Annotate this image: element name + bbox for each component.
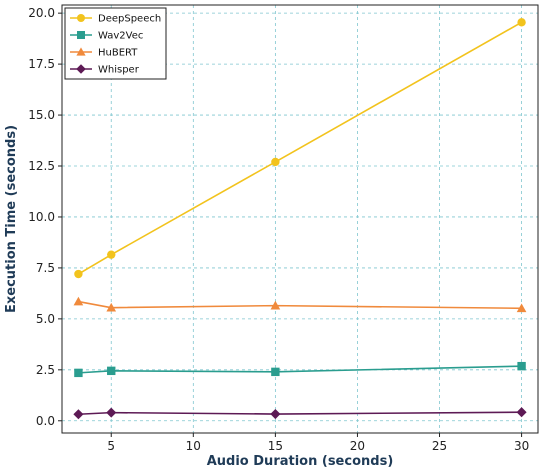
y-tick-label: 0.0	[36, 414, 55, 428]
y-tick-label: 12.5	[28, 159, 55, 173]
series-hubert	[73, 296, 527, 313]
y-tick-label: 17.5	[28, 57, 55, 71]
data-point-deepspeech	[74, 269, 83, 279]
data-point-hubert	[516, 303, 527, 313]
data-point-hubert	[106, 302, 117, 312]
axis-ticks: 5 10 15 20 25 30 0.0 2.5 5.0 7.5 10.0 12.5 15.0 17.5 2…	[28, 6, 529, 453]
x-tick-label: 20	[350, 439, 365, 453]
data-point-whisper	[73, 409, 84, 420]
data-point-wav2vec	[107, 366, 116, 376]
y-tick-label: 15.0	[28, 108, 55, 122]
data-point-deepspeech	[517, 18, 526, 27]
legend: DeepSpeech Wav2Vec HuBERT Whisper	[64, 7, 167, 80]
legend-item-deepspeech: DeepSpeech	[70, 14, 161, 25]
legend-label: Wav2Vec	[98, 31, 143, 42]
series-line-whisper	[78, 411, 522, 416]
legend-marker	[77, 14, 85, 22]
x-tick-label: 25	[432, 439, 447, 453]
y-tick-label: 10.0	[28, 210, 55, 224]
series-line-wav2vec	[78, 365, 522, 374]
data-point-wav2vec	[74, 368, 83, 378]
y-tick-label: 2.5	[36, 363, 55, 377]
x-tick-label: 10	[186, 439, 201, 453]
legend-item-hubert: HuBERT	[70, 47, 138, 59]
x-tick-label: 5	[107, 439, 115, 453]
legend-label: HuBERT	[98, 48, 138, 59]
series-line-deepspeech	[78, 21, 522, 275]
grid	[62, 5, 538, 433]
plot-frame	[61, 4, 539, 434]
y-axis-title: Execution Time (seconds)	[4, 125, 19, 313]
legend-marker	[77, 31, 85, 39]
x-tick-label: 30	[514, 439, 529, 453]
data-point-deepspeech	[271, 157, 280, 167]
series-whisper	[73, 407, 527, 420]
data-point-wav2vec	[271, 367, 280, 377]
series	[73, 18, 527, 420]
x-tick-label: 15	[268, 439, 283, 453]
x-axis-title: Audio Duration (seconds)	[207, 454, 394, 469]
data-point-wav2vec	[517, 361, 526, 371]
legend-label: DeepSpeech	[98, 14, 161, 25]
legend-marker	[76, 47, 86, 56]
y-tick-label: 20.0	[28, 6, 55, 20]
y-tick-label: 7.5	[36, 261, 55, 275]
data-point-whisper	[106, 407, 117, 418]
y-tick-label: 5.0	[36, 312, 55, 326]
data-point-deepspeech	[107, 250, 116, 259]
data-point-hubert	[270, 300, 281, 310]
legend-label: Whisper	[98, 65, 140, 76]
data-point-whisper	[516, 407, 527, 418]
series-wav2vec	[74, 361, 526, 378]
data-point-whisper	[270, 409, 281, 420]
legend-item-whisper: Whisper	[70, 64, 140, 76]
data-point-hubert	[73, 296, 84, 306]
legend-marker	[76, 64, 86, 74]
series-deepspeech	[74, 18, 526, 279]
legend-item-wav2vec: Wav2Vec	[70, 31, 143, 42]
series-line-hubert	[78, 300, 522, 310]
